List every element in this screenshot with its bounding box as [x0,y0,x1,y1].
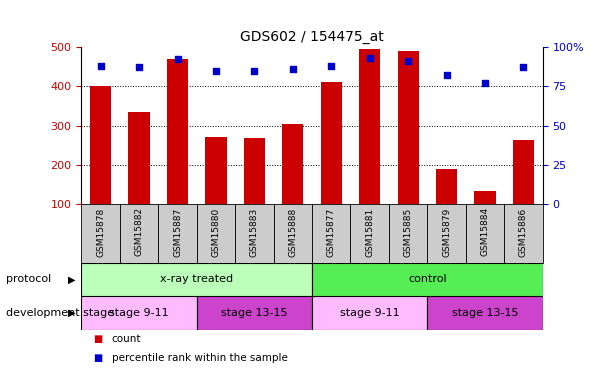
Bar [397,51,418,204]
Title: GDS602 / 154475_at: GDS602 / 154475_at [240,30,384,45]
Text: ▶: ▶ [68,308,75,318]
Text: stage 9-11: stage 9-11 [340,308,400,318]
Bar [197,204,235,262]
Text: GSM15879: GSM15879 [442,207,451,256]
Bar [282,124,303,204]
Bar [206,138,227,204]
Text: GSM15882: GSM15882 [134,207,144,256]
Bar [120,204,158,262]
Text: control: control [408,274,447,284]
Text: GSM15877: GSM15877 [327,207,336,256]
Text: GSM15885: GSM15885 [403,207,412,256]
Bar [244,138,265,204]
Text: x-ray treated: x-ray treated [160,274,233,284]
Text: GSM15884: GSM15884 [481,207,490,256]
Bar [513,140,534,204]
Text: protocol: protocol [6,274,51,284]
Bar [312,262,543,296]
Text: GSM15880: GSM15880 [212,207,221,256]
Point [288,66,298,72]
Point [365,55,374,61]
Bar [350,204,389,262]
Text: development stage: development stage [6,308,114,318]
Text: GSM15881: GSM15881 [365,207,374,256]
Point [250,68,259,74]
Bar [167,59,188,204]
Bar [81,204,120,262]
Text: GSM15888: GSM15888 [288,207,297,256]
Bar [466,204,504,262]
Point [326,63,336,69]
Bar [428,204,466,262]
Bar [436,169,457,204]
Bar [312,204,350,262]
Bar [235,204,274,262]
Bar [312,296,428,330]
Text: ■: ■ [93,334,103,344]
Text: GSM15878: GSM15878 [96,207,105,256]
Bar [274,204,312,262]
Point [480,80,490,86]
Bar [321,82,342,204]
Point [134,64,144,70]
Bar [197,296,312,330]
Text: stage 13-15: stage 13-15 [452,308,519,318]
Text: count: count [112,334,141,344]
Text: stage 9-11: stage 9-11 [109,308,169,318]
Bar [81,296,197,330]
Bar [475,191,496,204]
Point [96,63,106,69]
Point [403,58,413,64]
Text: ■: ■ [93,353,103,363]
Point [442,72,452,78]
Point [211,68,221,74]
Text: percentile rank within the sample: percentile rank within the sample [112,353,288,363]
Bar [81,262,312,296]
Text: GSM15883: GSM15883 [250,207,259,256]
Point [519,64,528,70]
Bar [128,112,150,204]
Text: GSM15886: GSM15886 [519,207,528,256]
Text: GSM15887: GSM15887 [173,207,182,256]
Point [172,57,182,63]
Text: ▶: ▶ [68,274,75,284]
Bar [359,49,380,204]
Bar [504,204,543,262]
Bar [389,204,428,262]
Text: stage 13-15: stage 13-15 [221,308,288,318]
Bar [428,296,543,330]
Bar [159,204,197,262]
Bar [90,86,111,204]
